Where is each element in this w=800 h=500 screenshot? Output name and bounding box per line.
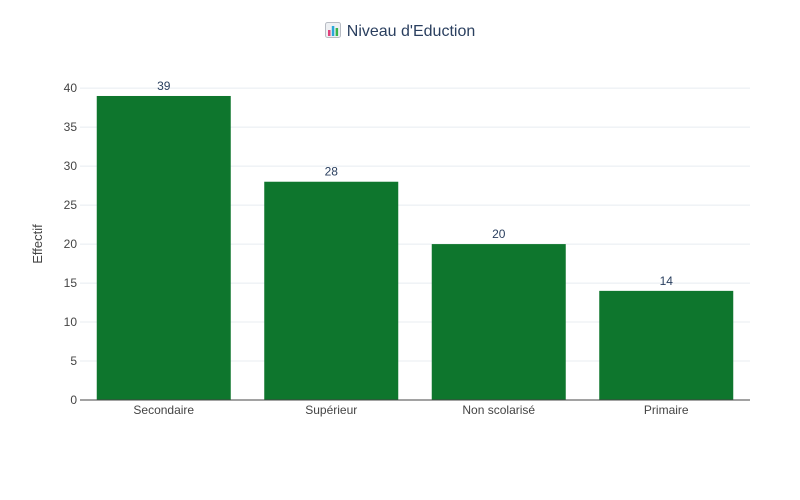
x-tick-label: Primaire [644,403,689,417]
y-tick-label: 40 [64,81,78,95]
y-tick-label: 5 [70,354,77,368]
y-tick-label: 30 [64,159,78,173]
bar-chart-icon [324,22,341,43]
bar-value-label: 39 [157,79,171,93]
chart-title: Niveau d'Eduction [0,22,800,43]
bars [96,95,734,400]
bar [599,290,734,400]
x-tick-label: Secondaire [133,403,194,417]
bar [264,181,399,400]
axes: 0 5 10 15 20 25 30 35 40 Secondaire Supérieur Non s… [64,81,750,417]
chart-title-text: Niveau d'Eduction [346,23,476,40]
x-tick-label: Non scolarisé [462,403,535,417]
bar [431,244,566,400]
y-tick-label: 35 [64,120,78,134]
bar-value-label: 20 [492,227,506,241]
bar [96,95,231,400]
y-tick-label: 20 [64,237,78,251]
y-tick-label: 25 [64,198,78,212]
x-tick-label: Supérieur [305,403,357,417]
bar-value-label: 28 [325,165,339,179]
y-tick-label: 15 [64,276,78,290]
y-axis-title: Effectif [30,224,45,264]
y-tick-label: 10 [64,315,78,329]
y-tick-label: 0 [70,393,77,407]
data-labels: 39 28 20 14 [157,79,673,288]
bar-value-label: 14 [660,274,674,288]
